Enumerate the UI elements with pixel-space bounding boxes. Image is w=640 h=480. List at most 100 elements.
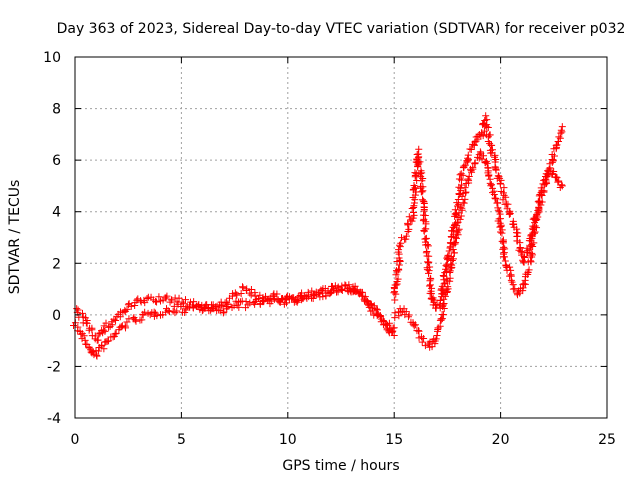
data-point — [442, 262, 450, 270]
data-point — [460, 199, 468, 207]
data-point — [453, 202, 461, 210]
data-point — [141, 299, 149, 307]
data-point — [506, 209, 514, 217]
data-point — [100, 326, 108, 334]
data-point — [256, 291, 264, 299]
data-point — [188, 301, 196, 309]
grid-lines — [75, 57, 607, 418]
data-point — [449, 223, 457, 231]
data-point — [93, 352, 101, 360]
data-point — [224, 300, 232, 308]
data-point — [487, 141, 495, 149]
data-point — [502, 193, 510, 201]
data-point — [487, 181, 495, 189]
data-point — [82, 340, 90, 348]
data-point — [308, 287, 316, 295]
data-point — [521, 254, 529, 262]
data-point — [554, 178, 562, 186]
data-point — [546, 167, 554, 175]
data-point — [390, 331, 398, 339]
data-points — [70, 112, 566, 360]
data-point — [78, 309, 86, 317]
data-point — [557, 129, 565, 137]
data-point — [457, 176, 465, 184]
data-point — [511, 285, 519, 293]
data-point — [425, 252, 433, 260]
data-point — [117, 323, 125, 331]
data-point — [164, 307, 172, 315]
data-point — [456, 171, 464, 179]
data-point — [538, 198, 546, 206]
data-point — [497, 176, 505, 184]
data-point — [162, 294, 170, 302]
data-point — [528, 249, 536, 257]
data-point — [127, 302, 135, 310]
data-point — [322, 292, 330, 300]
data-point — [451, 240, 459, 248]
data-point — [460, 162, 468, 170]
data-point — [450, 249, 458, 257]
data-point — [510, 220, 518, 228]
data-point — [523, 247, 531, 255]
data-point — [465, 177, 473, 185]
data-point — [215, 306, 223, 314]
data-point — [332, 288, 340, 296]
data-point — [552, 141, 560, 149]
data-point — [485, 172, 493, 180]
data-point — [557, 126, 565, 134]
data-point — [405, 213, 413, 221]
data-point — [426, 281, 434, 289]
data-point — [141, 308, 149, 316]
data-point — [558, 182, 566, 190]
data-point — [459, 171, 467, 179]
x-tick-labels: 0 5 10 15 20 25 — [71, 432, 616, 448]
data-point — [464, 151, 472, 159]
data-point — [239, 283, 247, 291]
data-point — [549, 157, 557, 165]
data-point — [380, 317, 388, 325]
data-point — [124, 301, 132, 309]
data-point — [282, 296, 290, 304]
data-point — [283, 299, 291, 307]
data-point — [422, 234, 430, 242]
data-point — [242, 298, 250, 306]
data-point — [414, 327, 422, 335]
y-tick-label: 10 — [43, 50, 61, 66]
data-point — [356, 288, 364, 296]
data-point — [484, 169, 492, 177]
data-point — [276, 298, 284, 306]
data-point — [390, 324, 398, 332]
data-point — [408, 217, 416, 225]
data-point — [398, 234, 406, 242]
data-point — [220, 308, 228, 316]
data-point — [517, 247, 525, 255]
data-point — [423, 241, 431, 249]
data-point — [411, 321, 419, 329]
data-point — [445, 247, 453, 255]
data-point — [479, 132, 487, 140]
data-point — [404, 221, 412, 229]
data-point — [396, 241, 404, 249]
data-point — [479, 152, 487, 160]
data-point — [494, 204, 502, 212]
data-point — [500, 184, 508, 192]
data-point — [506, 263, 514, 271]
data-point — [95, 347, 103, 355]
data-point — [488, 146, 496, 154]
data-point — [402, 235, 410, 243]
data-point — [520, 280, 528, 288]
data-point — [102, 319, 110, 327]
data-point — [254, 294, 262, 302]
data-point — [123, 305, 131, 313]
chart-title: Day 363 of 2023, Sidereal Day-to-day VTE… — [57, 21, 626, 37]
data-point — [190, 298, 198, 306]
data-point — [461, 195, 469, 203]
data-point — [496, 180, 504, 188]
data-point — [513, 225, 521, 233]
data-point — [111, 330, 119, 338]
data-point — [260, 298, 268, 306]
data-point — [469, 163, 477, 171]
data-point — [74, 306, 82, 314]
data-point — [100, 345, 108, 353]
